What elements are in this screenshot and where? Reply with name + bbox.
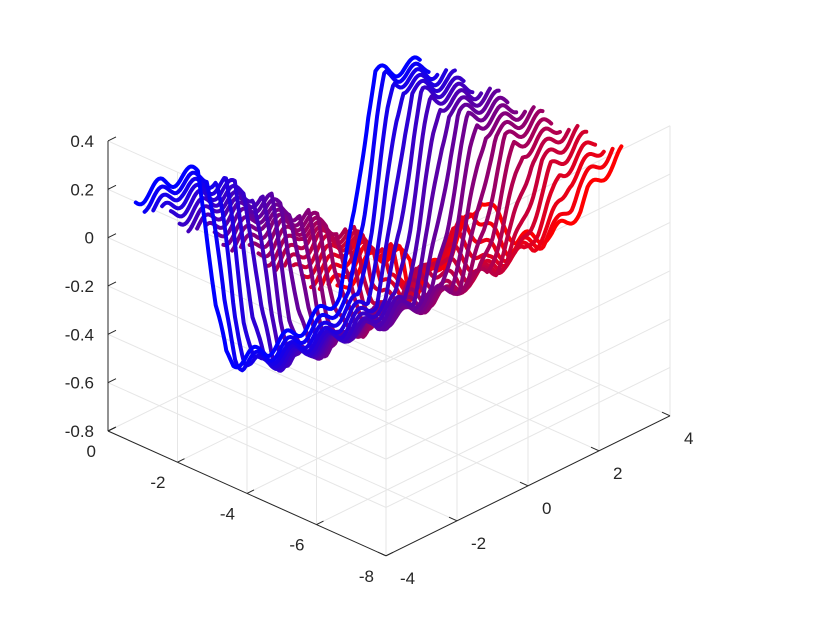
x-tick [661,411,671,417]
grid-line [107,382,387,508]
z-tick [107,184,117,190]
z-tick-label: -0.2 [65,277,94,296]
y-tick [385,551,394,557]
x-tick [590,446,600,452]
x-tick-label: -2 [471,534,486,553]
axes-lines [107,136,671,557]
x-tick-label: 2 [613,464,622,483]
y-tick-label: 0 [87,442,96,461]
z-tick [107,233,117,239]
grid-line [177,321,462,463]
surface-curve [142,61,431,373]
z-tick [107,378,117,384]
x-tick [448,516,458,522]
x-tick [519,481,529,487]
x-tick-label: -4 [400,569,415,588]
grid-line [385,270,671,412]
y-tick-label: -8 [359,567,374,586]
grid-line [385,221,671,363]
z-tick-label: -0.6 [65,374,94,393]
grid-line [107,285,387,412]
y-tick-label: -2 [150,473,165,492]
grid-line [316,384,601,526]
z-tick [107,136,117,142]
x-tick-label: 4 [684,429,693,448]
x-tick-label: 0 [542,499,551,518]
grid-line [385,318,671,460]
surface-curve [133,55,422,370]
z-tick-label: -0.8 [65,422,94,441]
z-tick-label: 0 [85,229,94,248]
y-tick [316,520,324,526]
z-tick-label: -0.4 [65,325,94,344]
z-tick [107,281,117,287]
x-tick [377,551,387,557]
y-tick [177,458,185,463]
grid-line [107,333,387,460]
y-tick [107,427,116,432]
surface-curves [133,55,624,373]
z-tick-label: 0.2 [70,180,94,199]
y-tick-label: -6 [289,536,304,555]
grid-line [385,367,671,508]
y-tick-label: -4 [220,504,235,523]
z-tick-label: 0.4 [70,132,94,151]
z-tick [107,329,117,335]
grid-line [246,352,532,494]
y-tick [246,489,255,494]
